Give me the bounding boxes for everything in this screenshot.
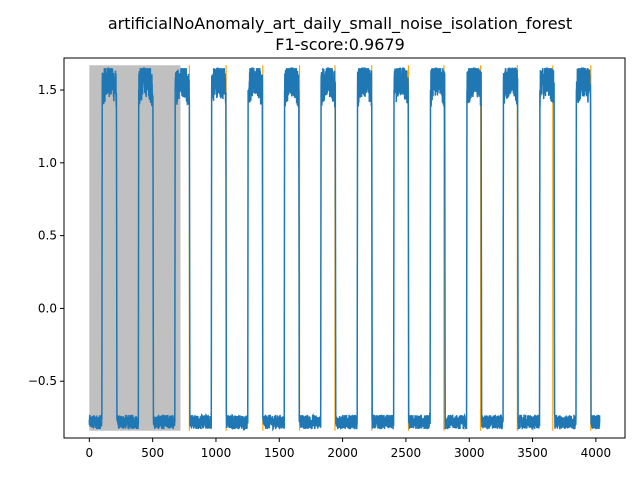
- x-tick-label: 4000: [581, 446, 612, 460]
- y-tick-label: 0.0: [38, 301, 57, 315]
- plot-frame: [63, 57, 626, 439]
- x-tick-label: 1000: [201, 446, 232, 460]
- chart-subtitle: F1-score:0.9679: [275, 35, 405, 54]
- y-tick-label: 0.5: [38, 229, 57, 243]
- x-tick-label: 500: [141, 446, 164, 460]
- x-axis: 0 500 1000 1500 2000 2500 3000 3500 4000: [86, 438, 612, 460]
- series-layer: [88, 67, 601, 432]
- x-tick-label: 1500: [264, 446, 295, 460]
- x-tick-label: 2000: [327, 446, 358, 460]
- y-tick-label: 1.0: [38, 156, 57, 170]
- chart-title: artificialNoAnomaly_art_daily_small_nois…: [108, 14, 572, 34]
- x-tick-label: 2500: [391, 446, 422, 460]
- y-axis: −0.5 0.0 0.5 1.0 1.5: [28, 83, 64, 388]
- y-tick-label: 1.5: [38, 83, 57, 97]
- y-tick-label: −0.5: [28, 374, 57, 388]
- x-tick-label: 3000: [454, 446, 485, 460]
- x-tick-label: 0: [86, 446, 94, 460]
- x-tick-label: 3500: [517, 446, 548, 460]
- series-line: [88, 67, 601, 432]
- shaded-region-layer: [89, 65, 181, 431]
- shaded-region: [89, 65, 181, 431]
